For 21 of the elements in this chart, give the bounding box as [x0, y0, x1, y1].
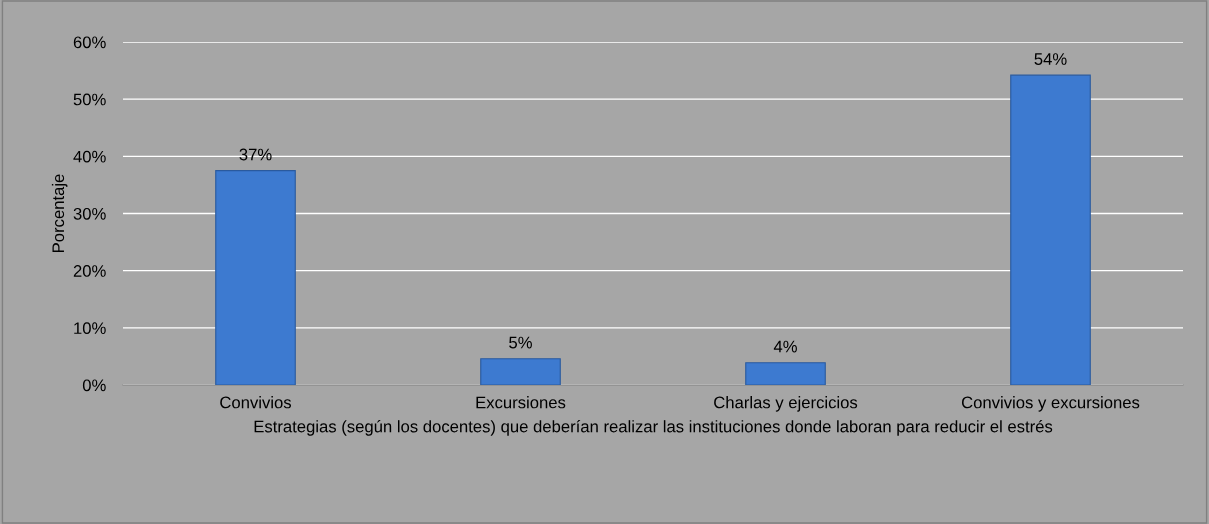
data-label: 4% [773, 340, 797, 353]
x-tick-label: Convivios [220, 396, 292, 409]
data-label: 54% [1034, 53, 1067, 65]
bar [1010, 74, 1091, 385]
bar [745, 362, 826, 385]
y-axis-title: Porcentaje [51, 174, 68, 252]
x-axis-title: Estrategias (según los docentes) que deberían realizar las instituciones donde laboran para reducir el estrés [254, 419, 1053, 436]
data-label: 37% [239, 148, 272, 161]
y-tick-label: 50% [73, 93, 106, 106]
x-tick-label: Charlas y ejercicios [714, 396, 858, 412]
x-tick-label: Excursiones [476, 396, 566, 409]
bar [215, 170, 296, 385]
data-label: 5% [509, 336, 532, 349]
y-tick-label: 30% [73, 207, 106, 220]
y-tick-label: 40% [73, 150, 106, 163]
x-tick-label: Convivios y excursiones [961, 396, 1140, 412]
bar [480, 358, 561, 385]
y-tick-label: 10% [74, 322, 106, 335]
y-tick-label: 20% [73, 265, 106, 277]
y-tick-label: 0% [82, 379, 106, 392]
y-tick-label: 60% [73, 36, 106, 49]
